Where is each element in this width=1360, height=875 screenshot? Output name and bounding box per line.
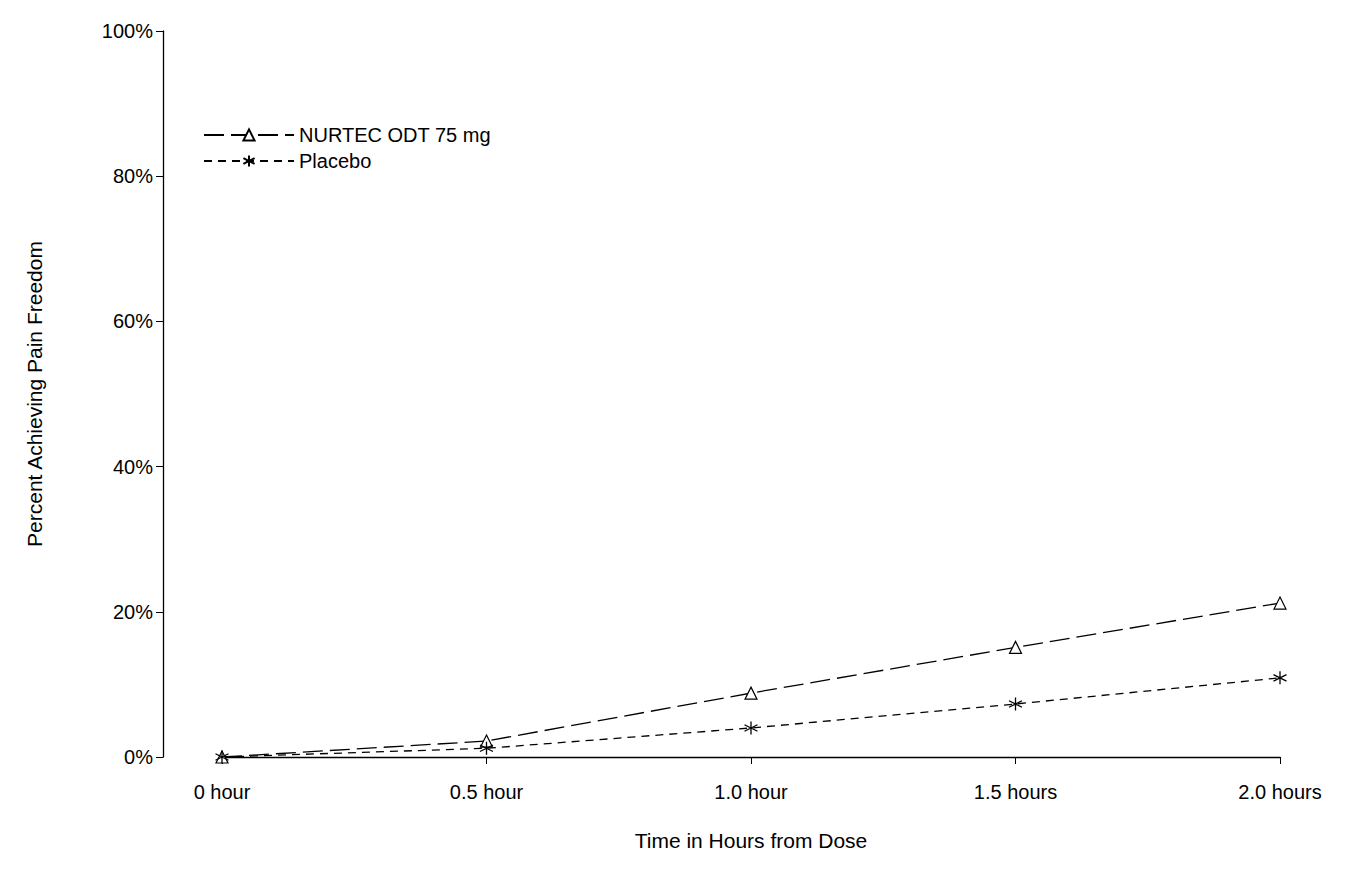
svg-text:0 hour: 0 hour — [194, 781, 251, 803]
svg-text:0.5 hour: 0.5 hour — [450, 781, 524, 803]
svg-text:NURTEC ODT 75 mg: NURTEC ODT 75 mg — [299, 124, 491, 146]
svg-text:60%: 60% — [113, 310, 153, 332]
svg-text:1.0 hour: 1.0 hour — [714, 781, 788, 803]
svg-text:Placebo: Placebo — [299, 150, 371, 172]
svg-text:1.5 hours: 1.5 hours — [974, 781, 1057, 803]
svg-text:100%: 100% — [102, 20, 153, 42]
svg-text:80%: 80% — [113, 165, 153, 187]
svg-text:Percent Achieving Pain Freedom: Percent Achieving Pain Freedom — [23, 241, 46, 547]
svg-text:20%: 20% — [113, 601, 153, 623]
svg-text:2.0 hours: 2.0 hours — [1238, 781, 1321, 803]
svg-text:Time in Hours from Dose: Time in Hours from Dose — [635, 829, 868, 852]
svg-text:40%: 40% — [113, 456, 153, 478]
svg-text:0%: 0% — [124, 746, 153, 768]
